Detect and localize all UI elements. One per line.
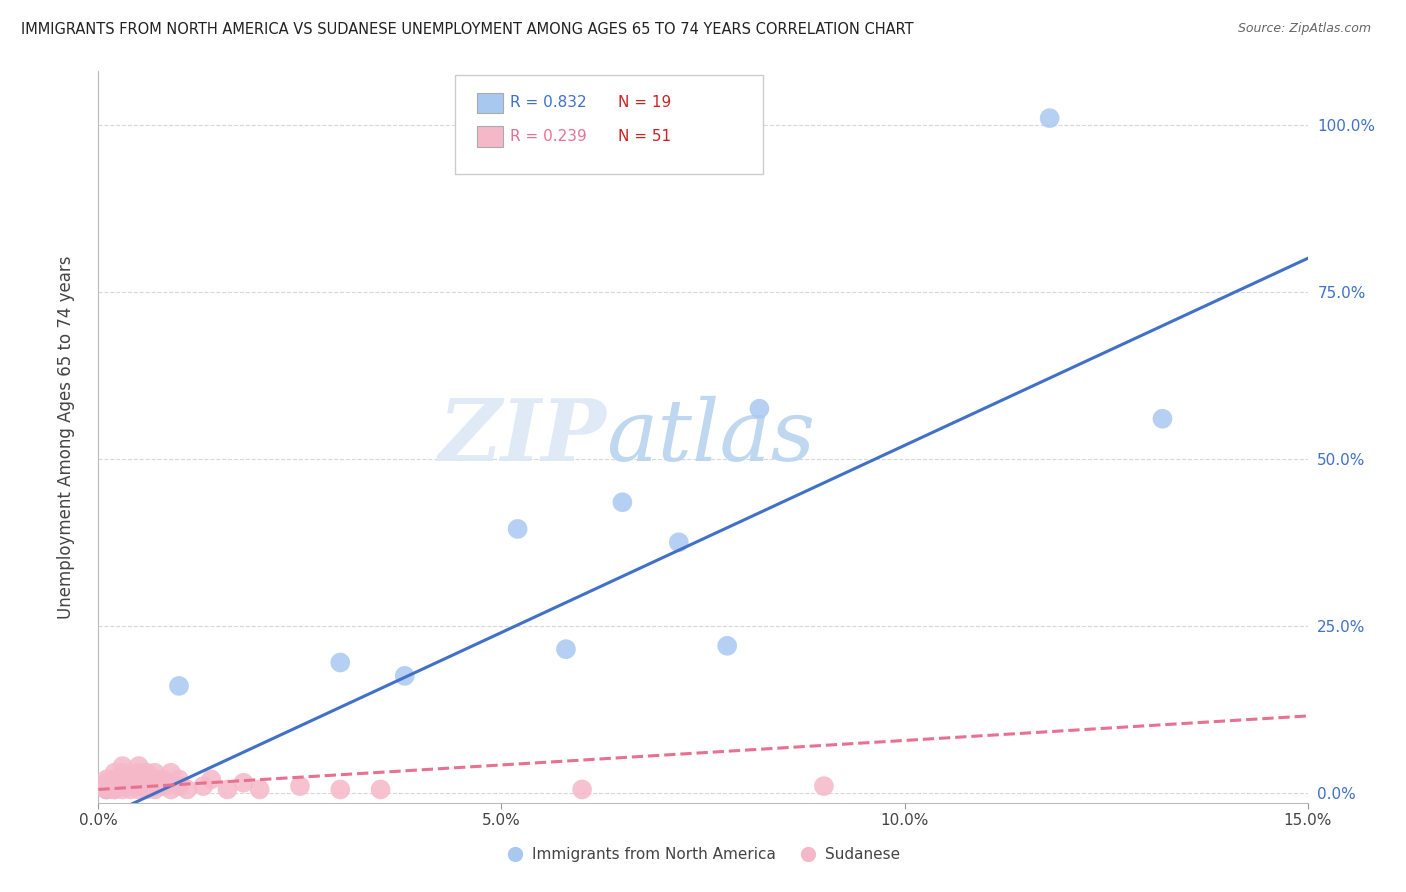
Point: [128, 759, 150, 773]
Point: [111, 779, 134, 793]
Point: [128, 779, 150, 793]
Point: [571, 782, 593, 797]
Text: Source: ZipAtlas.com: Source: ZipAtlas.com: [1237, 22, 1371, 36]
Point: [128, 772, 150, 787]
Point: [152, 772, 174, 787]
Text: N = 51: N = 51: [619, 129, 672, 144]
Point: [120, 772, 142, 787]
Point: [716, 639, 738, 653]
Point: [217, 782, 239, 797]
Point: [135, 776, 157, 790]
Point: [103, 782, 125, 797]
Point: [748, 401, 770, 416]
Point: [128, 782, 150, 797]
Point: [329, 782, 352, 797]
Point: [103, 776, 125, 790]
Legend: Immigrants from North America, Sudanese: Immigrants from North America, Sudanese: [501, 841, 905, 868]
Point: [96, 772, 118, 787]
Point: [143, 765, 166, 780]
Point: [176, 782, 198, 797]
Point: [135, 779, 157, 793]
Point: [200, 772, 222, 787]
Point: [120, 776, 142, 790]
Point: [111, 759, 134, 773]
Text: IMMIGRANTS FROM NORTH AMERICA VS SUDANESE UNEMPLOYMENT AMONG AGES 65 TO 74 YEARS: IMMIGRANTS FROM NORTH AMERICA VS SUDANES…: [21, 22, 914, 37]
Point: [249, 782, 271, 797]
Point: [160, 765, 183, 780]
Point: [143, 779, 166, 793]
Point: [96, 782, 118, 797]
Point: [96, 782, 118, 797]
Point: [111, 772, 134, 787]
Point: [167, 772, 190, 787]
Point: [394, 669, 416, 683]
Point: [135, 765, 157, 780]
Point: [1152, 411, 1174, 425]
Text: ZIP: ZIP: [439, 395, 606, 479]
Point: [111, 765, 134, 780]
Point: [135, 779, 157, 793]
Text: N = 19: N = 19: [619, 95, 672, 111]
Point: [143, 772, 166, 787]
Point: [103, 782, 125, 797]
Point: [91, 779, 114, 793]
Point: [167, 679, 190, 693]
Point: [135, 782, 157, 797]
Point: [103, 779, 125, 793]
Point: [111, 779, 134, 793]
Point: [1039, 111, 1062, 125]
Point: [813, 779, 835, 793]
Point: [96, 779, 118, 793]
FancyBboxPatch shape: [477, 93, 503, 113]
Point: [96, 782, 118, 797]
Point: [370, 782, 392, 797]
Point: [288, 779, 311, 793]
Y-axis label: Unemployment Among Ages 65 to 74 years: Unemployment Among Ages 65 to 74 years: [56, 255, 75, 619]
FancyBboxPatch shape: [456, 75, 763, 174]
FancyBboxPatch shape: [477, 126, 503, 146]
Text: R = 0.239: R = 0.239: [509, 129, 586, 144]
Text: atlas: atlas: [606, 396, 815, 478]
Point: [103, 765, 125, 780]
Point: [143, 782, 166, 797]
Point: [111, 782, 134, 797]
Point: [167, 779, 190, 793]
Point: [103, 779, 125, 793]
Point: [152, 779, 174, 793]
Point: [120, 779, 142, 793]
Text: R = 0.832: R = 0.832: [509, 95, 586, 111]
Point: [506, 522, 529, 536]
Point: [329, 656, 352, 670]
Point: [128, 765, 150, 780]
Point: [120, 779, 142, 793]
Point: [193, 779, 215, 793]
Point: [160, 782, 183, 797]
Point: [128, 776, 150, 790]
Point: [152, 776, 174, 790]
Point: [96, 776, 118, 790]
Point: [120, 782, 142, 797]
Point: [668, 535, 690, 549]
Point: [103, 772, 125, 787]
Point: [555, 642, 578, 657]
Point: [612, 495, 634, 509]
Point: [232, 776, 254, 790]
Point: [152, 776, 174, 790]
